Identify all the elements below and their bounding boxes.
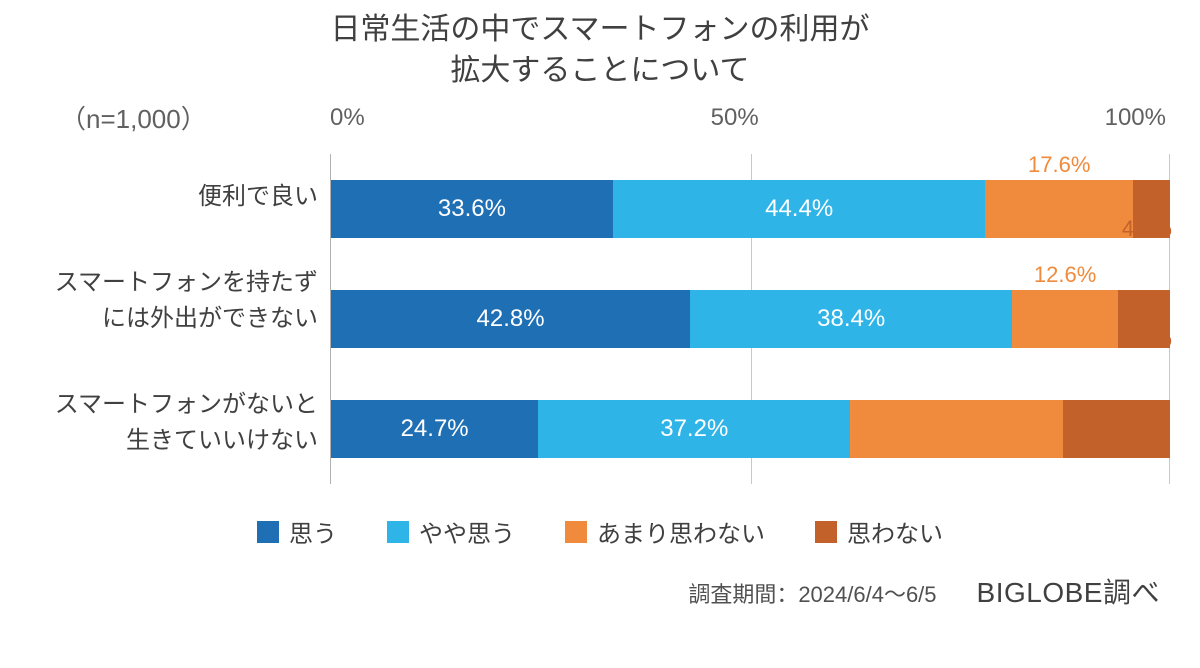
footer: 調査期間：2024/6/4～6/5 BIGLOBE調べ <box>30 571 1170 611</box>
bar-0-seg-1: 33.6% <box>331 180 613 238</box>
bar-row-2: 24.7% 37.2% 25.3% 12.8% <box>331 400 1170 458</box>
legend-item-2: やや思う <box>387 514 515 549</box>
y-label-0: 便利で良い <box>30 179 330 215</box>
swatch-2 <box>387 521 409 543</box>
legend-item-4: 思わない <box>815 514 943 549</box>
bar-0-seg-3: 17.6% <box>985 180 1133 238</box>
bar-1-seg-3: 12.6% <box>1012 290 1118 348</box>
bar-row-0: 33.6% 44.4% 17.6% 4.4% <box>331 180 1170 238</box>
legend-item-3: あまり思わない <box>565 514 765 549</box>
bar-1-seg-1: 42.8% <box>331 290 690 348</box>
y-label-1: スマートフォンを持たず には外出ができない <box>30 265 330 337</box>
bar-1-seg-2: 38.4% <box>690 290 1012 348</box>
title-line2: 拡大することについて <box>450 54 749 87</box>
bar-2-seg-3: 25.3% <box>850 400 1062 458</box>
survey-period: 調査期間：2024/6/4～6/5 <box>688 577 936 609</box>
title-line1: 日常生活の中でスマートフォンの利用が <box>330 13 869 46</box>
legend-item-1: 思う <box>257 514 337 549</box>
swatch-1 <box>257 521 279 543</box>
legend: 思う やや思う あまり思わない 思わない <box>30 514 1170 549</box>
bar-2-seg-2: 37.2% <box>538 400 850 458</box>
x-axis-labels: 0% 50% 100% <box>330 104 1170 132</box>
plot-area: 便利で良い スマートフォンを持たず には外出ができない スマートフォンがないと … <box>30 154 1170 484</box>
bar-1-seg-4: 6.2% <box>1118 290 1170 348</box>
y-axis-labels: 便利で良い スマートフォンを持たず には外出ができない スマートフォンがないと … <box>30 154 330 484</box>
bars-region: 33.6% 44.4% 17.6% 4.4% 42.8% 38.4% 12.6%… <box>330 154 1170 484</box>
swatch-3 <box>565 521 587 543</box>
axis-tick-0: 0% <box>330 104 365 132</box>
chart-title: 日常生活の中でスマートフォンの利用が 拡大することについて <box>30 10 1170 91</box>
header-row: （n=1,000） 0% 50% 100% <box>30 99 1170 136</box>
sample-size: （n=1,000） <box>30 99 330 136</box>
source-label: BIGLOBE調べ <box>977 571 1160 611</box>
bar-2-seg-1: 24.7% <box>331 400 538 458</box>
bar-row-1: 42.8% 38.4% 12.6% 6.2% <box>331 290 1170 348</box>
bar-2-seg-4: 12.8% <box>1063 400 1170 458</box>
axis-tick-100: 100% <box>1105 104 1166 132</box>
bar-0-seg-4: 4.4% <box>1133 180 1170 238</box>
swatch-4 <box>815 521 837 543</box>
y-label-2: スマートフォンがないと 生きていいけない <box>30 387 330 459</box>
axis-tick-50: 50% <box>711 104 759 132</box>
bar-0-seg-2: 44.4% <box>613 180 986 238</box>
